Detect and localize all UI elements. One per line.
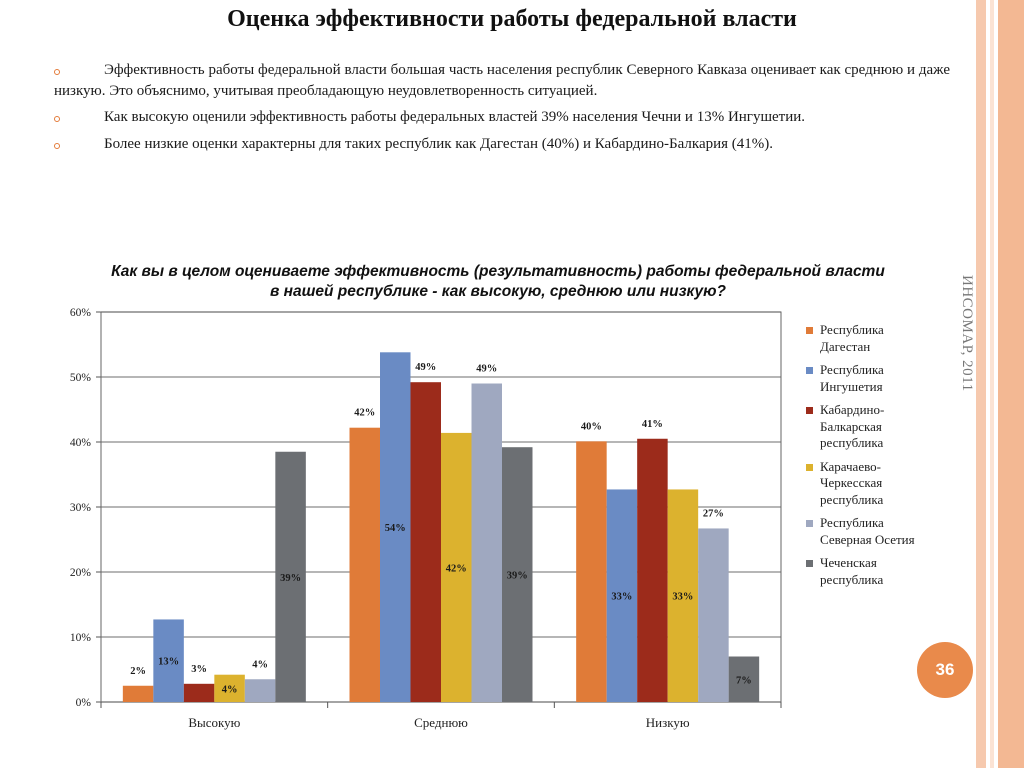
bar: [698, 528, 729, 702]
bar: [576, 441, 607, 702]
bar: [380, 352, 411, 702]
legend-label: Черкесская: [820, 475, 883, 490]
legend-label: республика: [820, 571, 884, 587]
legend-label: Республика: [820, 515, 884, 530]
legend-item: Республика Дагестан: [806, 322, 916, 355]
bullet-text: Как высокую оценили эффективность работы…: [104, 109, 806, 125]
legend-swatch: [806, 520, 813, 527]
stripe: [998, 0, 1024, 768]
bar: [667, 489, 699, 702]
legend-item: Республика Северная Осетия: [806, 515, 916, 548]
bar: [637, 438, 668, 702]
bullet-text: Более низкие оценки характерны для таких…: [104, 135, 774, 152]
source-label: ИНСОМАР, 2011: [959, 275, 975, 392]
y-tick-label: 60%: [70, 307, 92, 319]
data-label: 4%: [222, 684, 238, 695]
bullet-circle-icon: [54, 69, 60, 75]
stripe: [990, 0, 994, 768]
page-number-badge: 36: [917, 642, 973, 698]
legend-item: Чеченская республика: [806, 555, 916, 588]
legend-item: Республика Ингушетия: [806, 362, 916, 395]
data-label: 39%: [280, 573, 301, 584]
bar: [410, 382, 441, 702]
bar: [153, 619, 184, 702]
legend-label: Карачаево-: [820, 458, 881, 474]
legend-swatch: [806, 407, 813, 414]
bar: [122, 685, 154, 702]
data-label: 7%: [736, 675, 752, 686]
legend-item: Кабардино- Балкарская республика: [806, 402, 916, 452]
bar: [214, 674, 245, 702]
y-tick-label: 40%: [70, 437, 92, 449]
chart-title: Как вы в целом оцениваете эффективность …: [50, 262, 946, 302]
x-tick-label: Низкую: [646, 715, 690, 730]
bar: [728, 656, 760, 702]
bullet-circle-icon: [54, 142, 60, 149]
y-tick-label: 50%: [70, 372, 92, 384]
bar: [349, 427, 380, 702]
x-tick-label: Высокую: [188, 715, 240, 730]
data-label: 39%: [507, 571, 528, 582]
bar: [606, 489, 638, 702]
bullet-text: Эффективность работы федеральной власти …: [54, 62, 950, 99]
legend-label: Дагестан: [820, 338, 871, 354]
legend-swatch: [806, 327, 813, 334]
data-label: 40%: [581, 421, 602, 432]
legend-label: Кабардино-: [820, 402, 885, 417]
legend-label: республика: [820, 491, 884, 507]
data-label: 13%: [158, 657, 179, 668]
data-label: 33%: [611, 592, 632, 603]
legend-swatch: [806, 367, 813, 374]
bullet-circle-icon: [54, 116, 60, 122]
x-tick-label: Среднюю: [414, 715, 468, 730]
legend-label: республика: [820, 435, 884, 450]
y-tick-label: 0%: [76, 697, 92, 709]
bullet-item: Эффективность работы федеральной власти …: [54, 60, 950, 101]
legend-label: Северная Осетия: [820, 531, 915, 547]
legend-swatch: [806, 560, 813, 567]
data-label: 33%: [672, 592, 693, 603]
data-label: 54%: [385, 523, 406, 534]
chart-title-line: в нашей республике - как высокую, средню…: [269, 283, 727, 300]
chart-title-line: Как вы в целом оцениваете эффективность …: [111, 263, 885, 280]
bar: [502, 447, 533, 702]
data-label: 42%: [354, 408, 375, 419]
bullet-item: Как высокую оценили эффективность работы…: [54, 107, 950, 128]
chart-legend: Республика Дагестан Республика Ингушетия Каб…: [806, 322, 916, 595]
y-tick-label: 20%: [70, 567, 92, 579]
slide-title: Оценка эффективности работы федеральной …: [227, 6, 797, 32]
bullet-list: Эффективность работы федеральной власти …: [54, 60, 950, 160]
y-tick-label: 10%: [70, 632, 92, 644]
legend-label: Республика: [820, 322, 884, 337]
bar: [275, 451, 306, 702]
legend-label: Ингушетия: [820, 378, 883, 394]
data-label: 49%: [415, 362, 436, 373]
legend-label: Республика: [820, 362, 884, 377]
decorative-stripes: [976, 0, 1024, 768]
bar: [441, 432, 472, 702]
bar: [244, 679, 276, 702]
bullet-item: Более низкие оценки характерны для таких…: [54, 134, 950, 155]
legend-swatch: [806, 463, 813, 471]
stripe: [976, 0, 986, 768]
y-tick-label: 30%: [70, 502, 92, 514]
legend-label: Чеченская: [820, 555, 877, 570]
data-label: 49%: [476, 364, 497, 375]
data-label: 42%: [446, 563, 467, 574]
data-label: 41%: [642, 419, 663, 430]
data-label: 3%: [191, 664, 207, 675]
bar: [471, 383, 502, 702]
legend-item: Карачаево- Черкесская республика: [806, 459, 916, 509]
legend-label: Балкарская: [820, 418, 882, 434]
bar: [183, 683, 215, 702]
data-label: 27%: [703, 508, 724, 519]
data-label: 4%: [252, 659, 268, 670]
data-label: 2%: [130, 666, 146, 677]
